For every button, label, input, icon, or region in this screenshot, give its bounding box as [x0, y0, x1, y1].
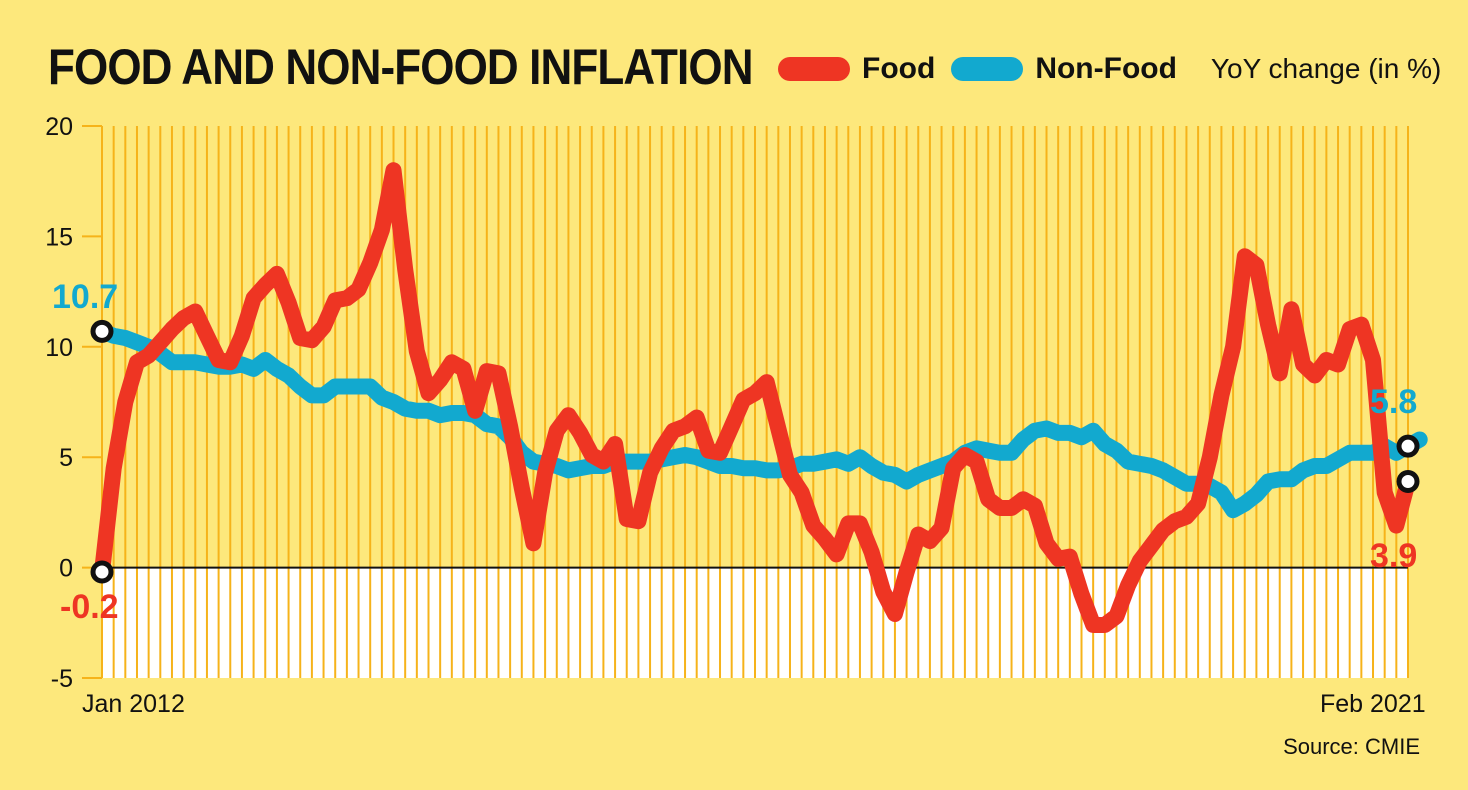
food-start-label: -0.2 [60, 588, 119, 626]
legend-nonfood-swatch [951, 57, 1024, 81]
food-series-line [94, 162, 1416, 633]
legend-nonfood-label: Non-Food [1035, 52, 1177, 85]
legend: Food Non-Food YoY change (in %) [778, 52, 1441, 86]
x-tick-end: Feb 2021 [1320, 690, 1426, 718]
food-end-label: 3.9 [1370, 537, 1418, 575]
y-tick-label: 5 [59, 444, 73, 472]
y-tick-label: 0 [59, 555, 73, 583]
source-note: Source: CMIE [1283, 734, 1420, 759]
nonfood-end-label: 5.8 [1370, 383, 1418, 421]
legend-food-swatch [778, 57, 850, 81]
y-tick-label: 20 [45, 113, 73, 141]
food-start-marker [90, 560, 114, 584]
nonfood-start-marker [90, 319, 114, 343]
food-end-marker [1396, 469, 1420, 493]
nonfood-start-label: 10.7 [52, 278, 119, 316]
y-tick-label: -5 [51, 665, 73, 693]
legend-food-label: Food [862, 52, 936, 85]
chart-title: FOOD AND NON-FOOD INFLATION [48, 39, 753, 95]
units-label: YoY change (in %) [1210, 53, 1442, 84]
nonfood-end-marker [1396, 434, 1420, 458]
x-tick-start: Jan 2012 [82, 690, 185, 718]
y-tick-label: 10 [45, 334, 73, 362]
y-tick-label: 15 [45, 223, 73, 251]
